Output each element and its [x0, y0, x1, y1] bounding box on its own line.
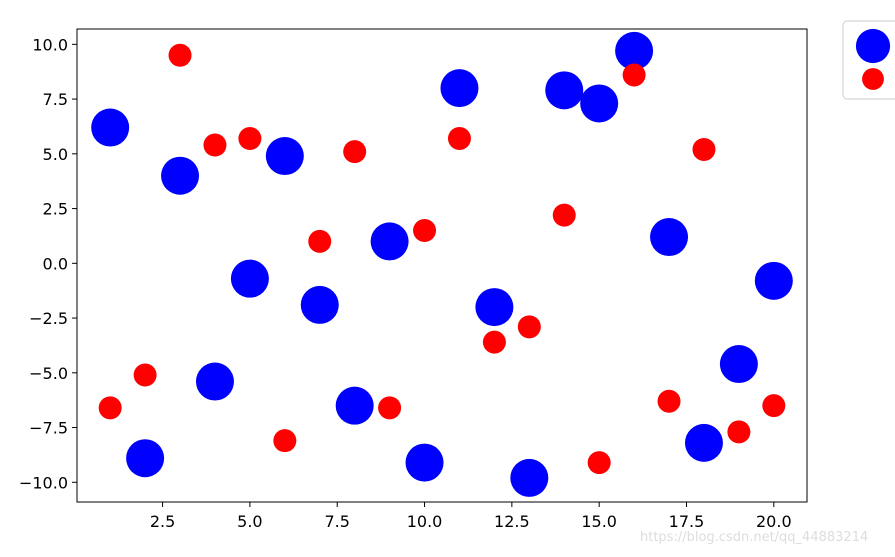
- scatter-point-series-1: [335, 386, 374, 425]
- scatter-point-series-2: [587, 451, 611, 475]
- legend-marker-series-1: [855, 28, 891, 64]
- y-tick-label: 10.0: [32, 35, 68, 54]
- scatter-point-series-2: [203, 133, 227, 157]
- scatter-point-series-2: [517, 315, 541, 339]
- scatter-point-series-1: [719, 345, 758, 384]
- scatter-point-series-1: [91, 108, 130, 147]
- scatter-point-series-1: [230, 259, 269, 298]
- scatter-point-series-2: [238, 126, 262, 150]
- scatter-point-series-1: [754, 261, 793, 300]
- scatter-point-series-1: [265, 137, 304, 176]
- scatter-point-series-2: [447, 126, 471, 150]
- x-tick-label: 12.5: [494, 512, 530, 531]
- scatter-point-series-1: [545, 71, 584, 110]
- scatter-point-series-1: [580, 84, 619, 123]
- x-tick-label: 7.5: [324, 512, 349, 531]
- y-tick-label: −10.0: [19, 473, 68, 492]
- scatter-point-series-2: [552, 203, 576, 227]
- scatter-point-series-2: [413, 218, 437, 242]
- scatter-point-series-1: [300, 285, 339, 324]
- scatter-point-series-1: [684, 423, 723, 462]
- scatter-point-series-2: [657, 389, 681, 413]
- scatter-point-series-2: [692, 137, 716, 161]
- x-tick-label: 5.0: [237, 512, 262, 531]
- scatter-point-series-2: [133, 363, 157, 387]
- scatter-point-series-2: [482, 330, 506, 354]
- scatter-point-series-1: [405, 443, 444, 482]
- y-tick-label: −2.5: [29, 309, 68, 328]
- y-tick-label: −5.0: [29, 364, 68, 383]
- y-tick-label: 0.0: [43, 254, 68, 273]
- scatter-point-series-2: [622, 63, 646, 87]
- scatter-point-series-1: [440, 69, 479, 108]
- scatter-point-series-1: [475, 288, 514, 327]
- scatter-point-series-2: [308, 229, 332, 253]
- y-tick-label: 5.0: [43, 145, 68, 164]
- scatter-point-series-1: [195, 362, 234, 401]
- x-tick-label: 20.0: [756, 512, 792, 531]
- scatter-point-series-2: [343, 140, 367, 164]
- scatter-point-series-2: [762, 394, 786, 418]
- legend-marker-series-2: [862, 68, 884, 90]
- watermark-text: https://blog.csdn.net/qq_44883214: [640, 530, 869, 545]
- scatter-point-series-2: [168, 43, 192, 67]
- scatter-point-series-1: [510, 458, 549, 497]
- scatter-point-series-2: [378, 396, 402, 420]
- scatter-point-series-1: [126, 439, 165, 478]
- plot-frame: [76, 28, 808, 503]
- scatter-point-series-2: [727, 420, 751, 444]
- x-tick-label: 17.5: [669, 512, 705, 531]
- scatter-point-series-1: [161, 156, 200, 195]
- scatter-point-series-1: [650, 218, 689, 257]
- scatter-point-series-1: [615, 31, 654, 70]
- scatter-point-series-1: [370, 222, 409, 261]
- scatter-point-series-2: [273, 429, 297, 453]
- x-tick-label: 15.0: [581, 512, 617, 531]
- y-tick-label: 2.5: [43, 200, 68, 219]
- x-tick-label: 2.5: [150, 512, 175, 531]
- x-tick-label: 10.0: [407, 512, 443, 531]
- y-tick-label: 7.5: [43, 90, 68, 109]
- y-tick-label: −7.5: [29, 419, 68, 438]
- scatter-point-series-2: [98, 396, 122, 420]
